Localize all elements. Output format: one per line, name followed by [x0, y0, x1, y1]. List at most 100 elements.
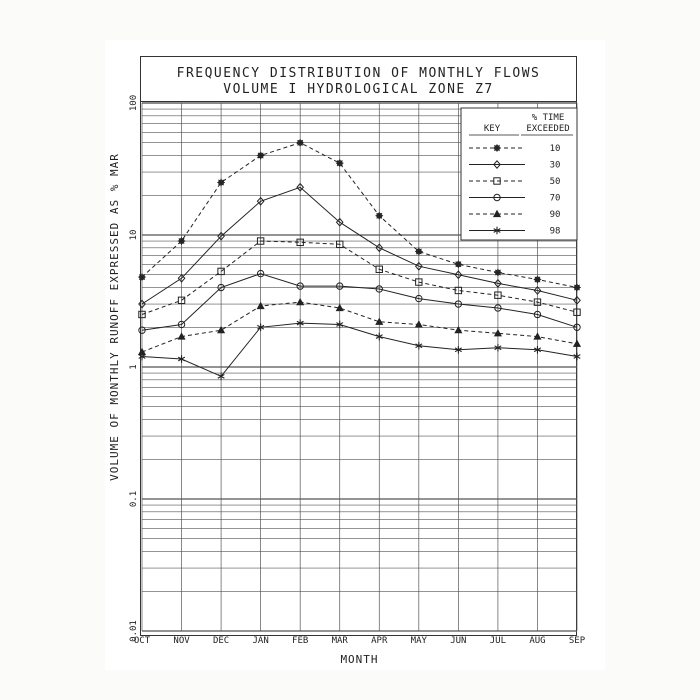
- x-tick-label: JUN: [450, 636, 466, 646]
- y-axis-label: VOLUME OF MONTHLY RUNOFF EXPRESSED AS % …: [108, 153, 121, 481]
- marker-diamond: [414, 261, 423, 271]
- legend-label: 50: [550, 177, 561, 187]
- marker-asterisk: [573, 352, 581, 361]
- legend-box: [460, 107, 578, 241]
- marker-star: [375, 211, 384, 220]
- marker-star-ray: [415, 248, 422, 255]
- legend-item-90: 90: [469, 209, 560, 220]
- chart-title-box: FREQUENCY DISTRIBUTION OF MONTHLY FLOWS …: [140, 56, 577, 102]
- marker-asterisk-ray: [454, 347, 462, 353]
- marker-circle: [138, 326, 146, 334]
- legend: % TIME KEY EXCEEDED 10 30 50 70 90 98: [460, 107, 578, 241]
- marker-star: [335, 159, 344, 167]
- marker-star: [415, 247, 423, 256]
- marker-triangle: [414, 320, 423, 328]
- marker-triangle: [493, 329, 502, 337]
- marker-triangle: [177, 332, 186, 340]
- y-tick-label: 10: [129, 230, 139, 241]
- marker-star-ray: [494, 269, 501, 276]
- marker-triangle: [335, 303, 344, 312]
- legend-label: 70: [550, 194, 561, 204]
- marker-asterisk-ray: [494, 345, 502, 351]
- marker-circle: [375, 285, 383, 293]
- marker-star-ray: [297, 139, 304, 146]
- marker-star-ray: [376, 212, 383, 219]
- marker-star-ray: [178, 238, 185, 245]
- marker-asterisk: [336, 320, 344, 329]
- marker-circle: [454, 300, 463, 308]
- marker-star-ray: [493, 144, 501, 152]
- marker-asterisk: [138, 352, 146, 361]
- legend-item-50: 50: [469, 177, 560, 187]
- marker-asterisk-ray: [138, 354, 146, 359]
- marker-square: [573, 308, 581, 316]
- legend-key-label: KEY: [484, 124, 501, 134]
- series-10: [138, 138, 581, 292]
- marker-star: [494, 268, 502, 277]
- marker-asterisk-ray: [533, 347, 542, 353]
- marker-asterisk: [493, 226, 501, 235]
- x-tick-label: MAR: [332, 636, 349, 646]
- marker-circle: [573, 323, 581, 331]
- marker-star-ray: [455, 261, 462, 268]
- marker-square: [375, 265, 383, 273]
- marker-diamond: [177, 273, 186, 283]
- marker-star-ray: [534, 276, 541, 283]
- marker-circle: [217, 283, 225, 292]
- marker-square: [138, 310, 146, 319]
- marker-circle: [296, 282, 304, 290]
- marker-asterisk-ray: [217, 373, 225, 379]
- y-tick-label: 100: [129, 95, 139, 111]
- marker-diamond: [296, 182, 305, 192]
- marker-asterisk-ray: [296, 320, 304, 326]
- marker-diamond: [573, 295, 581, 305]
- marker-star: [138, 273, 146, 281]
- marker-diamond: [335, 217, 344, 227]
- chart-title-line-2: VOLUME I HYDROLOGICAL ZONE Z7: [223, 82, 494, 97]
- marker-triangle: [217, 325, 226, 334]
- marker-asterisk: [375, 332, 383, 341]
- marker-asterisk-ray: [493, 228, 501, 233]
- marker-asterisk-ray: [573, 354, 581, 359]
- marker-diamond: [493, 160, 501, 169]
- marker-star: [296, 138, 304, 147]
- marker-square: [217, 267, 225, 276]
- marker-circle: [256, 269, 265, 278]
- marker-circle: [493, 193, 501, 202]
- series-line-10: [141, 142, 578, 288]
- marker-asterisk: [494, 343, 502, 352]
- marker-square: [533, 298, 542, 306]
- marker-asterisk-ray: [336, 322, 344, 327]
- marker-star-ray: [573, 284, 581, 291]
- x-tick-label: JUL: [490, 636, 506, 646]
- legend-item-10: 10: [469, 144, 560, 154]
- x-tick-label: DEC: [213, 636, 229, 646]
- marker-circle: [494, 304, 502, 312]
- marker-triangle: [296, 297, 305, 306]
- marker-triangle: [572, 339, 582, 347]
- x-tick-label: AUG: [529, 636, 545, 646]
- marker-asterisk: [296, 319, 304, 327]
- marker-star: [256, 151, 265, 160]
- marker-triangle: [454, 325, 463, 334]
- series-line-98: [141, 322, 578, 377]
- marker-diamond: [533, 286, 542, 295]
- marker-star: [454, 260, 463, 269]
- marker-circle: [415, 294, 423, 303]
- marker-asterisk-ray: [415, 343, 423, 349]
- marker-asterisk: [533, 345, 542, 354]
- marker-asterisk: [177, 355, 186, 363]
- series-50: [138, 237, 581, 319]
- legend-item-70: 70: [469, 194, 560, 204]
- marker-asterisk-ray: [375, 334, 383, 339]
- marker-asterisk: [217, 372, 225, 381]
- marker-star-ray: [257, 152, 264, 159]
- marker-star: [493, 144, 501, 152]
- legend-label: 30: [550, 161, 561, 171]
- marker-asterisk: [454, 345, 462, 354]
- marker-diamond: [494, 278, 502, 288]
- x-tick-label: MAY: [411, 636, 428, 646]
- marker-star: [217, 178, 225, 187]
